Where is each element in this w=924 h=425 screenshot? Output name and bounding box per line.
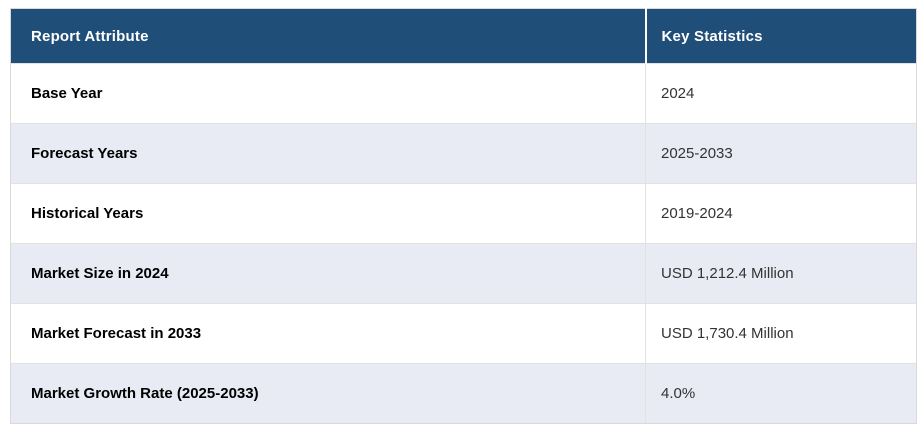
value-cell: 2025-2033 — [645, 123, 917, 184]
value-cell: 2019-2024 — [645, 183, 917, 244]
attribute-cell: Base Year — [10, 63, 646, 124]
value-cell: USD 1,212.4 Million — [645, 243, 917, 304]
attribute-cell: Forecast Years — [10, 123, 646, 184]
table-header-row: Report Attribute Key Statistics — [10, 8, 917, 64]
attribute-cell: Market Size in 2024 — [10, 243, 646, 304]
table-row-base-year: Base Year 2024 — [10, 63, 917, 124]
table-row-forecast-years: Forecast Years 2025-2033 — [10, 123, 917, 184]
header-key-statistics: Key Statistics — [644, 8, 917, 64]
value-cell: 4.0% — [645, 363, 917, 424]
attribute-cell: Historical Years — [10, 183, 646, 244]
table-row-market-size: Market Size in 2024 USD 1,212.4 Million — [10, 243, 917, 304]
value-cell: USD 1,730.4 Million — [645, 303, 917, 364]
table-row-market-growth-rate: Market Growth Rate (2025-2033) 4.0% — [10, 363, 917, 424]
report-statistics-table-wrap: Report Attribute Key Statistics Base Yea… — [10, 8, 917, 424]
attribute-cell: Market Forecast in 2033 — [10, 303, 646, 364]
header-report-attribute: Report Attribute — [10, 8, 646, 64]
table-row-market-forecast: Market Forecast in 2033 USD 1,730.4 Mill… — [10, 303, 917, 364]
attribute-cell: Market Growth Rate (2025-2033) — [10, 363, 646, 424]
report-statistics-table: Report Attribute Key Statistics Base Yea… — [10, 8, 917, 424]
table-row-historical-years: Historical Years 2019-2024 — [10, 183, 917, 244]
value-cell: 2024 — [645, 63, 917, 124]
